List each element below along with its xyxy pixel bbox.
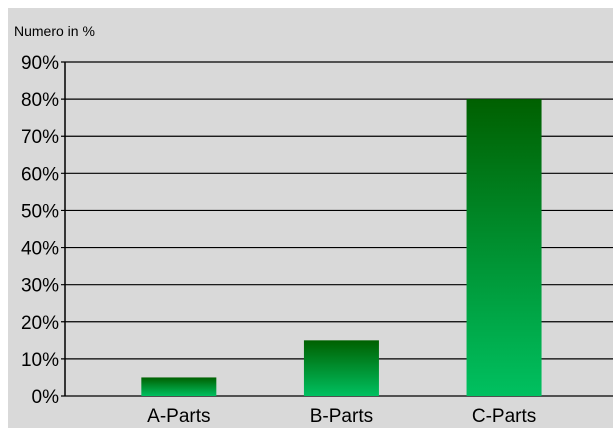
y-tick-label-8: 80% (21, 90, 59, 111)
y-tick-label-1: 10% (21, 350, 59, 371)
x-tick-label-c-parts: C-Parts (472, 406, 536, 427)
x-tick-labels: A-Parts B-Parts C-Parts (147, 406, 536, 427)
y-tick-label-5: 50% (21, 201, 59, 222)
bar-c-parts (466, 99, 542, 396)
bar-b-parts (303, 340, 379, 396)
y-tick-label-4: 40% (21, 239, 59, 260)
y-tick-label-0: 0% (32, 387, 60, 408)
y-tick-label-2: 20% (21, 313, 59, 334)
y-tick-label-3: 30% (21, 276, 59, 297)
bars (141, 99, 542, 396)
y-tick-label-9: 90% (21, 53, 59, 74)
x-tick-label-b-parts: B-Parts (310, 406, 373, 427)
bar-a-parts (141, 377, 217, 396)
y-axis-label: Numero in % (14, 23, 95, 39)
y-tick-label-6: 60% (21, 164, 59, 185)
x-tick-label-a-parts: A-Parts (147, 406, 210, 427)
y-tick-labels: 0% 10% 20% 30% 40% 50% 60% 70% 80% 90% (21, 53, 59, 408)
y-tick-label-7: 70% (21, 127, 59, 148)
